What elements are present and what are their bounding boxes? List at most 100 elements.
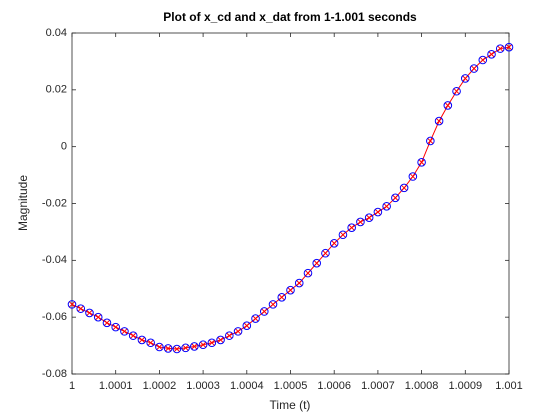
marker-circle <box>303 268 313 278</box>
marker-x <box>313 260 320 267</box>
marker-x <box>435 117 443 125</box>
marker-circle <box>146 338 155 348</box>
marker-x <box>217 336 224 344</box>
marker-circle <box>190 342 199 351</box>
marker-x <box>269 301 277 308</box>
y-axis-label: Magnitude <box>16 175 30 231</box>
x-tick-label: 1.0003 <box>186 380 220 392</box>
marker-circle <box>277 292 287 302</box>
marker-x <box>427 137 434 145</box>
marker-circle <box>120 327 129 336</box>
y-tick-label: -0.02 <box>42 197 67 209</box>
marker-circle <box>312 258 322 268</box>
x-tick-label: 1.001 <box>495 380 523 392</box>
marker-x <box>77 305 84 312</box>
marker-x <box>304 269 312 277</box>
marker-circle <box>67 300 77 309</box>
y-tick-label: 0.04 <box>46 27 67 39</box>
marker-x <box>130 332 137 339</box>
marker-circle <box>504 42 514 52</box>
x-tick-label: 1 <box>69 380 75 392</box>
plot-area <box>71 32 510 375</box>
marker-circle <box>391 193 400 203</box>
marker-circle <box>172 344 182 354</box>
marker-circle <box>76 304 86 313</box>
y-tick-label: -0.04 <box>42 254 67 266</box>
marker-circle <box>329 238 339 248</box>
marker-x <box>374 208 382 216</box>
marker-x <box>470 65 478 72</box>
marker-circle <box>163 344 173 353</box>
x-tick-label: 1.0008 <box>405 380 439 392</box>
marker-x <box>409 173 417 180</box>
marker-circle <box>155 342 164 352</box>
marker-x <box>400 184 408 192</box>
marker-x <box>453 88 460 95</box>
marker-circle <box>111 322 120 332</box>
marker-circle <box>181 343 190 353</box>
x-tick-label: 1.0006 <box>317 380 351 392</box>
marker-circle <box>286 285 295 295</box>
y-tick-label: 0.02 <box>46 84 67 96</box>
marker-x <box>95 314 102 321</box>
marker-x <box>339 231 347 238</box>
marker-x <box>164 345 172 352</box>
marker-circle <box>434 116 444 126</box>
marker-x <box>199 341 207 348</box>
marker-x <box>252 315 259 322</box>
marker-circle <box>268 300 278 309</box>
marker-circle <box>452 86 461 96</box>
x-tick-label: 1.0004 <box>230 380 264 392</box>
marker-x <box>497 45 504 52</box>
marker-x <box>226 332 233 339</box>
marker-x <box>479 56 486 64</box>
marker-circle <box>364 213 374 223</box>
y-tick-label: -0.08 <box>42 368 67 380</box>
x-axis-label: Time (t) <box>270 398 311 412</box>
marker-x <box>444 102 451 109</box>
marker-circle <box>487 50 496 59</box>
marker-x <box>182 344 189 352</box>
marker-circle <box>399 183 409 193</box>
y-tick-label: -0.06 <box>42 311 67 323</box>
marker-x <box>418 159 425 166</box>
marker-circle <box>216 335 225 345</box>
x-tick-label: 1.0007 <box>361 380 395 392</box>
marker-circle <box>198 340 208 350</box>
marker-x <box>68 301 76 308</box>
marker-x <box>366 214 373 221</box>
marker-circle <box>128 331 138 340</box>
marker-circle <box>443 101 453 110</box>
y-tick-label: 0 <box>61 141 67 153</box>
chart-title: Plot of x_cd and x_dat from 1-1.001 seco… <box>163 10 417 24</box>
marker-x <box>147 339 154 346</box>
x-tick-label: 1.0002 <box>143 380 177 392</box>
marker-circle <box>321 248 330 258</box>
marker-circle <box>478 55 488 65</box>
marker-circle <box>233 327 243 336</box>
marker-x <box>243 322 250 329</box>
marker-x <box>383 203 390 210</box>
x-tick-label: 1.0009 <box>448 380 482 392</box>
marker-circle <box>207 338 217 348</box>
marker-x <box>103 319 111 327</box>
marker-circle <box>225 331 234 340</box>
marker-x <box>331 240 338 247</box>
marker-x <box>191 343 198 350</box>
marker-circle <box>356 217 365 227</box>
marker-x <box>287 287 294 294</box>
marker-circle <box>382 202 391 211</box>
marker-x <box>112 323 119 331</box>
marker-x <box>121 328 128 335</box>
x-tick-label: 1.0001 <box>99 380 133 392</box>
marker-circle <box>85 308 94 318</box>
marker-circle <box>461 74 470 83</box>
marker-x <box>156 343 163 351</box>
marker-circle <box>137 335 147 345</box>
marker-x <box>488 51 495 58</box>
marker-circle <box>426 136 435 146</box>
marker-circle <box>259 307 269 316</box>
marker-circle <box>93 312 103 322</box>
marker-x <box>392 194 399 201</box>
